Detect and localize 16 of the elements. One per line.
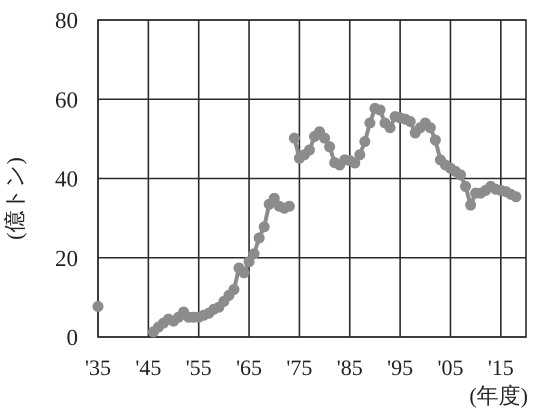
x-axis-title: (年度) [469, 383, 528, 408]
x-tick-label: '55 [186, 355, 212, 380]
x-tick-label: '65 [236, 355, 262, 380]
x-tick-label: '35 [85, 355, 111, 380]
y-tick-label: 60 [55, 87, 78, 112]
y-tick-label: 20 [55, 246, 78, 271]
x-tick-label: '45 [135, 355, 162, 380]
y-tick-label: 80 [55, 8, 78, 33]
x-tick-label: '75 [286, 355, 312, 380]
x-tick-label: '95 [387, 355, 414, 380]
y-tick-label: 40 [55, 166, 78, 192]
x-tick-label: '05 [437, 355, 464, 380]
y-axis-title: (億トン) [2, 157, 27, 240]
x-tick-label: '85 [336, 355, 363, 380]
x-tick-label: '15 [488, 355, 514, 380]
y-tick-label: 0 [66, 325, 78, 350]
